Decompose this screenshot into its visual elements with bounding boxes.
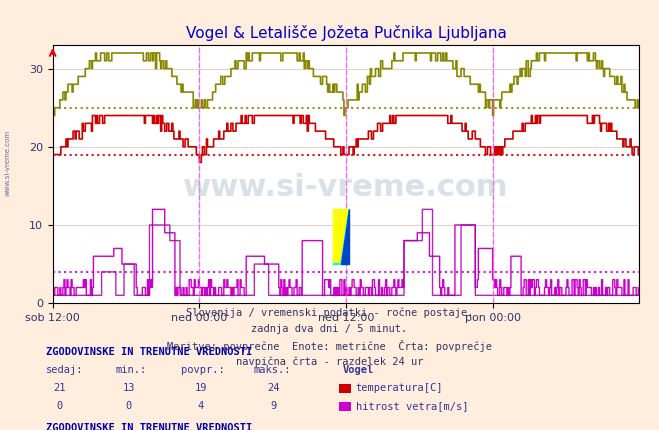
Text: Slovenija / vremenski podatki - ročne postaje.: Slovenija / vremenski podatki - ročne po… xyxy=(186,307,473,318)
Text: www.si-vreme.com: www.si-vreme.com xyxy=(183,172,509,202)
Bar xyxy=(333,209,349,264)
Text: povpr.:: povpr.: xyxy=(181,365,225,375)
Text: 9: 9 xyxy=(270,401,277,411)
Text: 19: 19 xyxy=(195,383,207,393)
Text: min.:: min.: xyxy=(115,365,146,375)
Text: hitrost vetra[m/s]: hitrost vetra[m/s] xyxy=(356,401,469,411)
Text: temperatura[C]: temperatura[C] xyxy=(356,383,444,393)
Text: 0: 0 xyxy=(56,401,63,411)
Polygon shape xyxy=(341,209,349,264)
Text: Vogel: Vogel xyxy=(343,365,374,375)
Text: 24: 24 xyxy=(268,383,279,393)
Text: 13: 13 xyxy=(123,383,134,393)
Text: ZGODOVINSKE IN TRENUTNE VREDNOSTI: ZGODOVINSKE IN TRENUTNE VREDNOSTI xyxy=(46,423,252,430)
Text: zadnja dva dni / 5 minut.: zadnja dva dni / 5 minut. xyxy=(251,324,408,334)
Text: navpična črta - razdelek 24 ur: navpična črta - razdelek 24 ur xyxy=(236,356,423,367)
Text: 0: 0 xyxy=(125,401,132,411)
Text: ZGODOVINSKE IN TRENUTNE VREDNOSTI: ZGODOVINSKE IN TRENUTNE VREDNOSTI xyxy=(46,347,252,357)
Text: 21: 21 xyxy=(53,383,65,393)
Text: 4: 4 xyxy=(198,401,204,411)
Text: sedaj:: sedaj: xyxy=(46,365,84,375)
Title: Vogel & Letališče Jožeta Pučnika Ljubljana: Vogel & Letališče Jožeta Pučnika Ljublja… xyxy=(186,25,506,41)
Text: www.si-vreme.com: www.si-vreme.com xyxy=(5,130,11,197)
Polygon shape xyxy=(333,209,349,264)
Text: maks.:: maks.: xyxy=(254,365,291,375)
Text: Meritve: povprečne  Enote: metrične  Črta: povprečje: Meritve: povprečne Enote: metrične Črta:… xyxy=(167,340,492,352)
